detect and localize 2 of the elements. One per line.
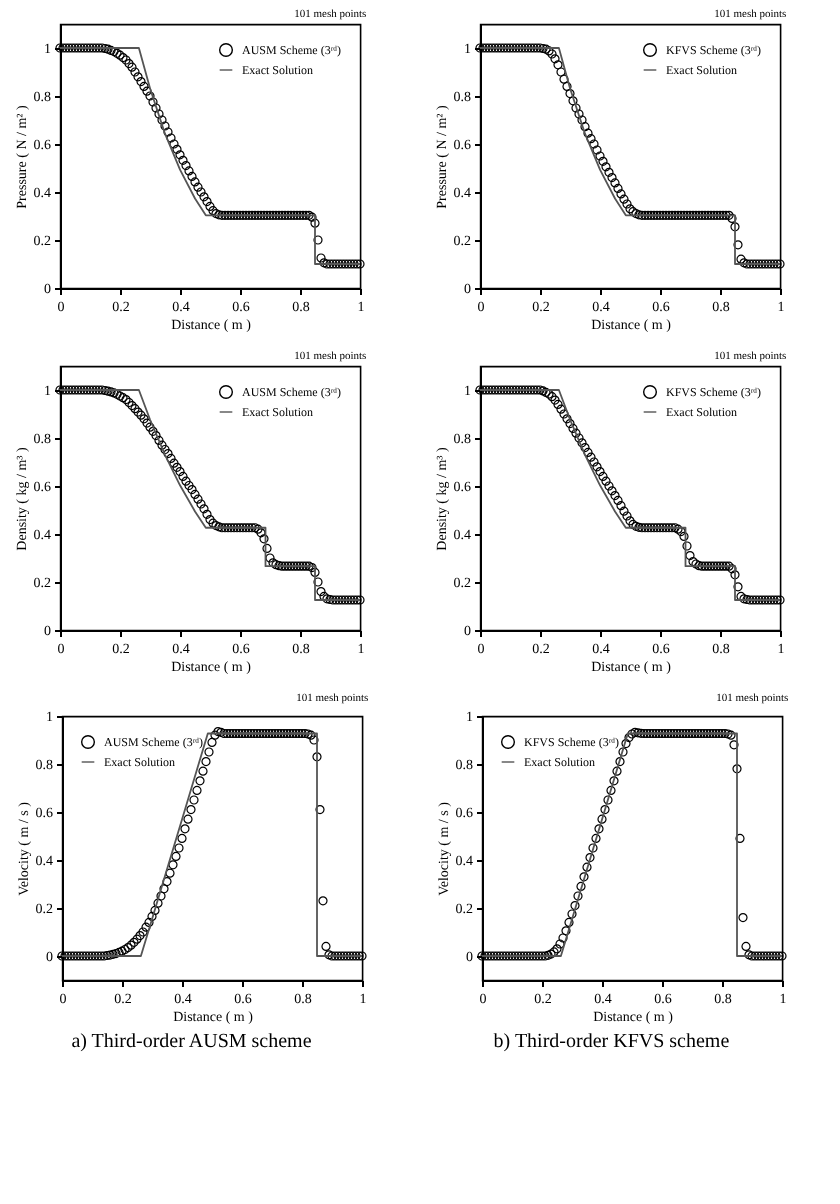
text: b) Third-order KFVS scheme [493, 1030, 731, 1053]
text: a) Third-order AUSM scheme [71, 1030, 313, 1053]
